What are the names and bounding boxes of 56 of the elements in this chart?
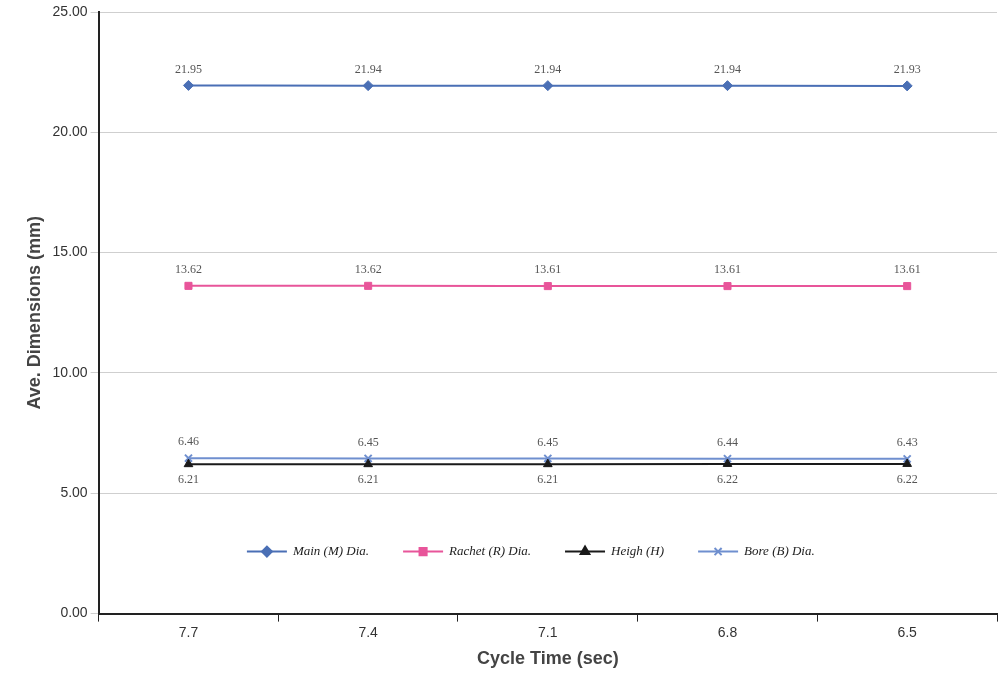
point [184,281,193,290]
y-tick-label: 5.00 [60,484,88,501]
point [183,453,194,463]
point [902,458,912,467]
data-label: 21.93 [893,62,921,77]
data-label: 6.45 [357,434,379,449]
data-label: 13.62 [354,262,382,276]
point [362,80,374,92]
point [543,282,552,291]
point [363,453,373,463]
point [722,458,733,467]
legend-label: Bore (B) Dia. [744,543,815,559]
x-axis-title: Cycle Time (sec) [476,648,619,669]
y-tick-label: 15.00 [52,243,88,260]
legend-label: Rachet (R) Dia. [448,543,532,559]
data-label: 6.21 [357,472,379,487]
data-label: 21.94 [534,61,562,76]
y-tick-label: 25.00 [52,2,88,19]
y-tick-label: 0.00 [60,604,88,621]
point [182,79,194,91]
point [721,80,733,92]
y-tick-label: 20.00 [52,123,88,140]
data-label: 6.44 [716,434,738,449]
data-label: 13.61 [893,262,921,277]
point [722,454,733,464]
data-label: 13.62 [174,262,202,276]
data-label: 13.61 [534,262,562,277]
x-tick-label: 7.7 [178,623,199,640]
x-tick-label: 6.8 [717,623,738,640]
data-label: 21.94 [713,61,741,76]
point [542,458,553,468]
x-tick-label: 7.4 [358,623,379,640]
data-label: 6.46 [177,434,199,449]
x-tick-label: 7.1 [538,623,558,640]
data-label: 6.45 [537,434,559,449]
data-label: 21.94 [354,61,382,76]
data-label: 13.61 [713,262,741,277]
data-label: 21.95 [174,61,202,76]
legend-label: Main (M) Dia. [291,543,370,559]
point [903,282,912,291]
data-label: 6.22 [716,472,738,487]
point [542,80,554,92]
y-axis-title: Ave. Dimensions (mm) [23,216,44,410]
data-label: 6.21 [537,472,559,487]
data-label: 6.21 [177,472,199,487]
data-label: 6.43 [896,435,918,450]
data-label: 6.22 [896,472,918,487]
point [183,458,194,468]
legend-label: Heigh (H) [610,543,665,559]
y-tick-label: 10.00 [52,363,88,380]
x-tick-label: 6.5 [897,623,918,640]
point [364,281,373,290]
point [723,282,732,291]
point [543,453,553,463]
point [902,454,912,464]
point [363,458,373,468]
